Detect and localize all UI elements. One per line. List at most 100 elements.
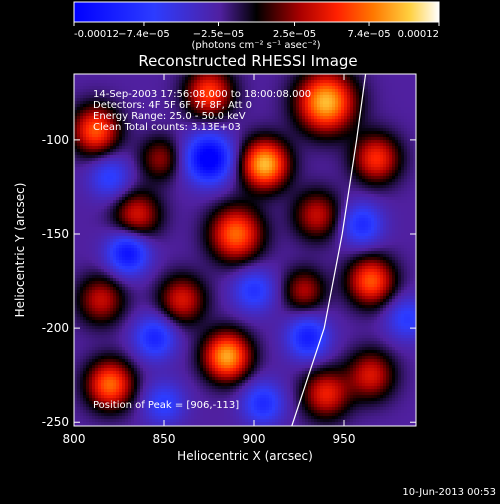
heatmap-cell [260,182,264,186]
heatmap-cell [302,194,306,198]
heatmap-cell [221,80,225,84]
heatmap-cell [332,125,336,129]
heatmap-cell [368,149,372,153]
heatmap-cell [365,155,369,159]
heatmap-cell [257,149,261,153]
heatmap-cell [356,155,360,159]
heatmap-cell [407,137,411,141]
heatmap-cell [173,77,177,81]
heatmap-cell [362,170,366,174]
heatmap-cell [221,167,225,171]
heatmap-cell [365,98,369,102]
heatmap-cell [74,149,78,153]
heatmap-cell [326,101,330,105]
heatmap-cell [401,134,405,138]
heatmap-cell [122,77,126,81]
heatmap-cell [242,179,246,183]
heatmap-cell [266,107,270,111]
heatmap-cell [290,203,294,207]
heatmap-cell [317,188,321,192]
heatmap-cell [287,83,291,87]
heatmap-cell [359,167,363,171]
heatmap-cell [269,182,273,186]
heatmap-cell [266,194,270,198]
heatmap-cell [377,74,381,78]
heatmap-cell [329,110,333,114]
heatmap-cell [203,170,207,174]
heatmap-cell [137,173,141,177]
heatmap-cell [107,77,111,81]
heatmap-cell [296,101,300,105]
heatmap-cell [269,167,273,171]
heatmap-cell [299,149,303,153]
heatmap-cell [92,152,96,156]
heatmap-cell [146,77,150,81]
heatmap-cell [206,197,210,201]
heatmap-cell [368,113,372,117]
heatmap-cell [155,143,159,147]
heatmap-cell [185,185,189,189]
heatmap-cell [359,161,363,165]
heatmap-cell [380,161,384,165]
heatmap-cell [155,173,159,177]
heatmap-cell [179,176,183,180]
colorbar-tick-label: −7.4e−05 [118,29,170,40]
heatmap-cell [176,170,180,174]
heatmap-cell [95,134,99,138]
heatmap-cell [326,194,330,198]
heatmap-cell [83,197,87,201]
heatmap-cell [308,161,312,165]
heatmap-cell [230,176,234,180]
heatmap-cell [266,149,270,153]
heatmap-cell [176,74,180,78]
heatmap-cell [377,77,381,81]
heatmap-cell [356,146,360,150]
heatmap-cell [284,152,288,156]
heatmap-cell [299,182,303,186]
heatmap-cell [398,92,402,96]
heatmap-cell [386,185,390,189]
heatmap-cell [323,107,327,111]
heatmap-cell [131,203,135,207]
heatmap-cell [404,179,408,183]
heatmap-cell [350,137,354,141]
heatmap-cell [317,77,321,81]
heatmap-cell [275,185,279,189]
heatmap-cell [260,80,264,84]
heatmap-cell [311,161,315,165]
heatmap-cell [407,188,411,192]
heatmap-cell [212,191,216,195]
heatmap-cell [389,113,393,117]
heatmap-cell [149,167,153,171]
heatmap-cell [77,146,81,150]
heatmap-cell [281,131,285,135]
heatmap-cell [365,128,369,132]
heatmap-cell [395,104,399,108]
heatmap-cell [356,191,360,195]
heatmap-cell [209,146,213,150]
heatmap-cell [248,134,252,138]
heatmap-cell [326,149,330,153]
heatmap-cell [317,143,321,147]
heatmap-cell [257,128,261,132]
heatmap-cell [194,149,198,153]
heatmap-cell [392,155,396,159]
heatmap-cell [401,188,405,192]
heatmap-cell [395,164,399,168]
heatmap-cell [95,167,99,171]
heatmap-cell [167,137,171,141]
heatmap-cell [377,95,381,99]
heatmap-cell [296,167,300,171]
heatmap-cell [323,152,327,156]
heatmap-cell [161,140,165,144]
heatmap-cell [101,158,105,162]
heatmap-cell [368,152,372,156]
heatmap-cell [224,143,228,147]
heatmap-cell [86,149,90,153]
heatmap-cell [248,74,252,78]
heatmap-cell [335,140,339,144]
heatmap-cell [296,83,300,87]
heatmap-cell [389,128,393,132]
heatmap-cell [287,152,291,156]
heatmap-cell [335,122,339,126]
